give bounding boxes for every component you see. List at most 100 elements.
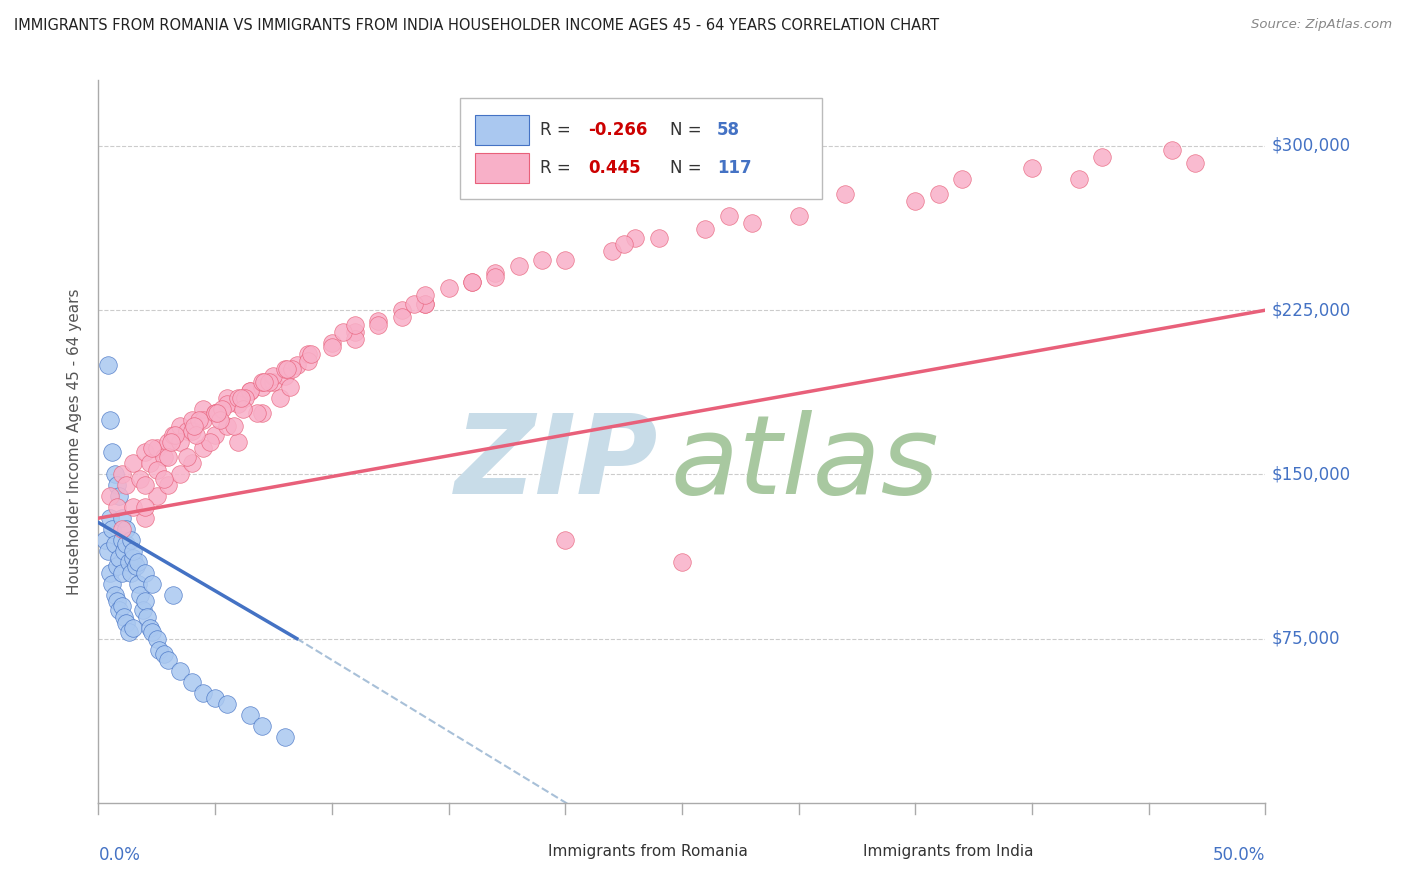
Point bbox=[108, 489, 131, 503]
Point bbox=[239, 384, 262, 399]
Point bbox=[125, 559, 148, 574]
Point bbox=[211, 401, 233, 416]
FancyBboxPatch shape bbox=[460, 98, 823, 200]
FancyBboxPatch shape bbox=[475, 153, 529, 183]
Text: Immigrants from Romania: Immigrants from Romania bbox=[548, 845, 748, 859]
Text: $225,000: $225,000 bbox=[1271, 301, 1351, 319]
Point bbox=[269, 391, 291, 405]
Point bbox=[118, 555, 141, 569]
Point bbox=[193, 686, 215, 700]
Point bbox=[108, 550, 131, 565]
Point bbox=[180, 675, 202, 690]
Point bbox=[484, 270, 506, 285]
Point bbox=[159, 434, 181, 449]
Point bbox=[162, 428, 184, 442]
Point bbox=[134, 478, 156, 492]
Text: N =: N = bbox=[671, 121, 702, 139]
Point bbox=[1091, 150, 1114, 164]
Point bbox=[146, 632, 169, 646]
Point bbox=[148, 642, 170, 657]
Point bbox=[186, 428, 208, 442]
Point bbox=[250, 406, 273, 420]
Y-axis label: Householder Income Ages 45 - 64 years: Householder Income Ages 45 - 64 years bbox=[67, 288, 83, 595]
Point bbox=[134, 445, 156, 459]
Point bbox=[183, 419, 205, 434]
Point bbox=[250, 376, 273, 390]
Point bbox=[257, 376, 280, 390]
Point bbox=[530, 252, 553, 267]
Point bbox=[262, 376, 284, 390]
Point bbox=[741, 216, 763, 230]
Point bbox=[508, 260, 530, 274]
Point bbox=[122, 621, 145, 635]
Point bbox=[437, 281, 460, 295]
Point bbox=[152, 647, 174, 661]
Point bbox=[134, 500, 156, 515]
Point bbox=[101, 522, 124, 536]
Point bbox=[253, 376, 276, 390]
Point bbox=[98, 566, 121, 580]
Point bbox=[122, 544, 145, 558]
Point bbox=[169, 665, 191, 679]
Text: $300,000: $300,000 bbox=[1271, 137, 1350, 155]
Point bbox=[274, 362, 297, 376]
Text: R =: R = bbox=[540, 121, 571, 139]
Point bbox=[1021, 161, 1043, 175]
Point bbox=[612, 237, 634, 252]
Point bbox=[111, 467, 134, 482]
Point bbox=[228, 434, 250, 449]
Point bbox=[193, 412, 215, 426]
Point bbox=[274, 368, 297, 383]
Point bbox=[115, 616, 138, 631]
Point bbox=[391, 303, 413, 318]
Point bbox=[134, 511, 156, 525]
Point bbox=[157, 478, 180, 492]
Text: IMMIGRANTS FROM ROMANIA VS IMMIGRANTS FROM INDIA HOUSEHOLDER INCOME AGES 45 - 64: IMMIGRANTS FROM ROMANIA VS IMMIGRANTS FR… bbox=[14, 18, 939, 33]
Text: $150,000: $150,000 bbox=[1271, 466, 1350, 483]
Point bbox=[122, 550, 145, 565]
Point bbox=[787, 209, 810, 223]
Point bbox=[1067, 171, 1090, 186]
Point bbox=[169, 419, 191, 434]
Point bbox=[152, 472, 174, 486]
Point bbox=[554, 533, 576, 547]
Point bbox=[176, 450, 198, 464]
Text: Immigrants from India: Immigrants from India bbox=[863, 845, 1033, 859]
Point bbox=[94, 533, 117, 547]
Point bbox=[235, 391, 257, 405]
Point bbox=[105, 559, 128, 574]
Point bbox=[671, 555, 693, 569]
Point bbox=[193, 401, 215, 416]
Point bbox=[461, 275, 484, 289]
Point bbox=[250, 380, 273, 394]
Point bbox=[141, 625, 163, 640]
Point bbox=[647, 231, 669, 245]
Point bbox=[120, 566, 142, 580]
Point bbox=[152, 450, 174, 464]
Point bbox=[321, 340, 343, 354]
FancyBboxPatch shape bbox=[796, 838, 853, 866]
Point bbox=[285, 358, 308, 372]
Text: atlas: atlas bbox=[671, 409, 939, 516]
Text: ZIP: ZIP bbox=[456, 409, 658, 516]
Text: 0.0%: 0.0% bbox=[98, 847, 141, 864]
Point bbox=[157, 434, 180, 449]
Point bbox=[1184, 156, 1206, 170]
Point bbox=[297, 347, 319, 361]
Point bbox=[169, 434, 191, 449]
Text: N =: N = bbox=[671, 159, 702, 177]
Point bbox=[108, 603, 131, 617]
Point bbox=[215, 391, 238, 405]
Point bbox=[146, 489, 169, 503]
Point bbox=[461, 275, 484, 289]
Point bbox=[274, 730, 297, 744]
Point bbox=[120, 533, 142, 547]
Point bbox=[115, 478, 138, 492]
Point bbox=[276, 362, 298, 376]
Point bbox=[98, 511, 121, 525]
Point bbox=[204, 428, 226, 442]
Point bbox=[165, 428, 187, 442]
Point bbox=[104, 588, 127, 602]
Point bbox=[169, 467, 191, 482]
Point bbox=[204, 406, 226, 420]
